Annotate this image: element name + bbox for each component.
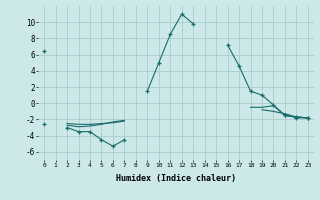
- X-axis label: Humidex (Indice chaleur): Humidex (Indice chaleur): [116, 174, 236, 183]
